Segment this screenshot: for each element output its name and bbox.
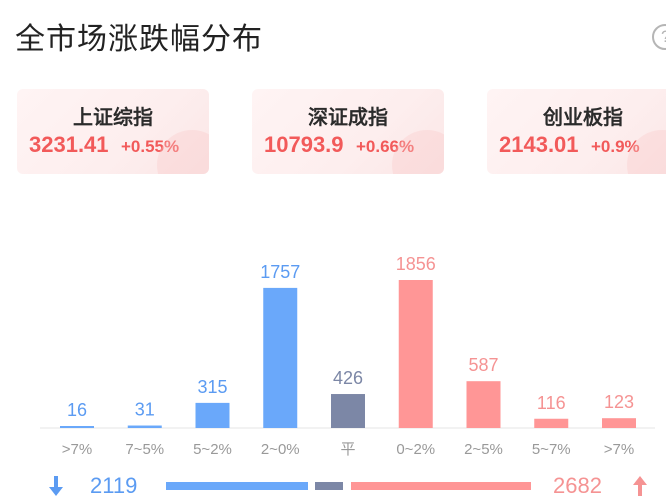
- index-card-sz[interactable]: 深证成指 10793.9 +0.66%: [252, 89, 444, 174]
- down-total: 2119: [90, 473, 138, 498]
- bar-value-label: 1856: [396, 254, 436, 274]
- bar-up[interactable]: [534, 418, 569, 428]
- bar-down[interactable]: [263, 287, 298, 428]
- flat-ratio-bar: [315, 482, 343, 490]
- index-name: 深证成指: [308, 107, 388, 129]
- category-tick-label: 平: [340, 441, 355, 458]
- category-tick-label: 5~2%: [193, 441, 232, 458]
- bar-value-label: 16: [67, 400, 87, 420]
- bar-down[interactable]: [60, 426, 94, 428]
- category-tick-label: 5~7%: [532, 441, 571, 458]
- up-total: 2682: [553, 473, 602, 498]
- bar-value-label: 31: [135, 400, 155, 420]
- bar-down[interactable]: [127, 425, 162, 428]
- index-price: 10793.9: [264, 132, 344, 157]
- index-card-cyb[interactable]: 创业板指 2143.01 +0.9%: [487, 89, 666, 174]
- index-name: 创业板指: [543, 107, 623, 129]
- bar-value-label: 315: [197, 377, 227, 397]
- index-price: 2143.01: [499, 132, 579, 157]
- bar-value-label: 1757: [260, 262, 300, 282]
- index-price: 3231.41: [29, 132, 109, 157]
- arrow-down-icon: [49, 476, 63, 496]
- category-tick-label: 0~2%: [396, 441, 435, 458]
- bar-value-label: 116: [537, 393, 566, 413]
- category-tick-label: >7%: [604, 441, 634, 458]
- bar-value-label: 426: [333, 368, 363, 388]
- index-name: 上证综指: [73, 107, 153, 129]
- category-tick-label: 2~0%: [261, 441, 300, 458]
- bar-up[interactable]: [466, 381, 501, 428]
- bar-value-label: 587: [468, 355, 498, 375]
- help-icon[interactable]: ?: [652, 24, 666, 50]
- index-change: +0.9%: [590, 137, 640, 156]
- category-tick-label: 7~5%: [125, 441, 164, 458]
- category-tick-label: >7%: [62, 441, 92, 458]
- bar-up[interactable]: [398, 280, 433, 428]
- index-change: +0.66%: [355, 137, 415, 156]
- index-card-sh[interactable]: 上证综指 3231.41 +0.55%: [17, 89, 209, 174]
- down-ratio-bar: [166, 482, 308, 490]
- up-ratio-bar: [351, 482, 531, 490]
- page-title: 全市场涨跌幅分布: [15, 23, 263, 56]
- bar-flat[interactable]: [331, 394, 365, 428]
- category-tick-label: 2~5%: [464, 441, 503, 458]
- index-change: +0.55%: [120, 137, 180, 156]
- bar-up[interactable]: [602, 418, 636, 428]
- bar-value-label: 123: [604, 392, 634, 412]
- bar-down[interactable]: [195, 402, 230, 428]
- arrow-up-icon: [633, 476, 647, 496]
- distribution-chart: 16 >7% 31 7~5% 315 5~2% 1757 2~0% 426 平 1856 0~2% 58…: [40, 254, 655, 458]
